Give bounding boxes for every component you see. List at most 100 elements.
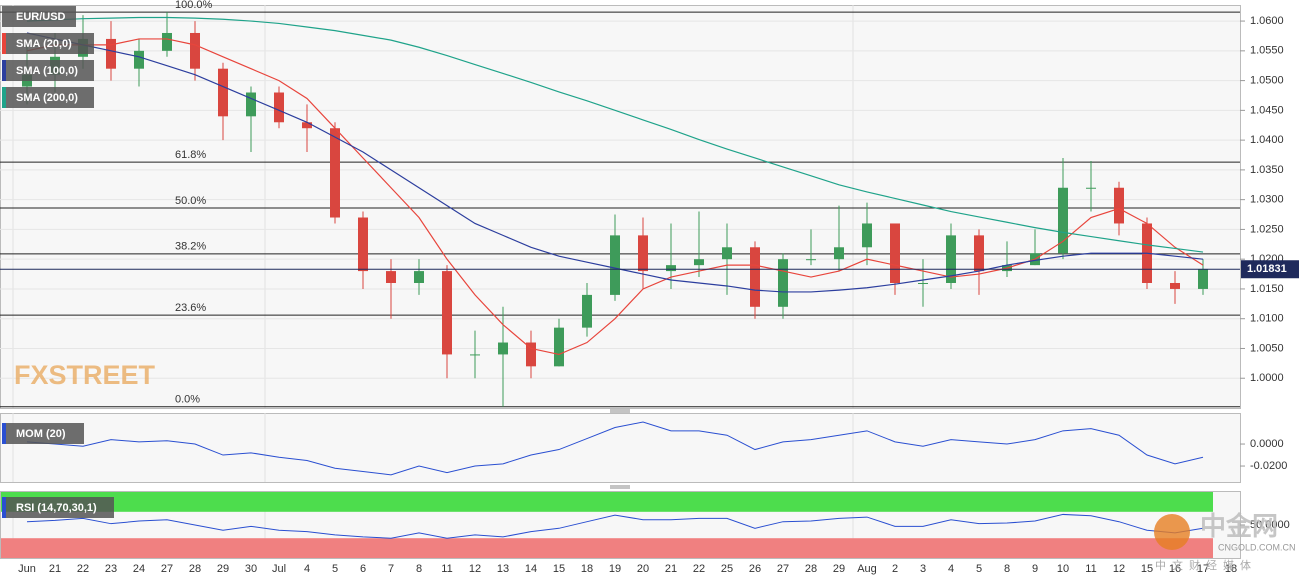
candle-body bbox=[918, 282, 928, 284]
y-tick-label: 1.0150 bbox=[1250, 283, 1284, 295]
candle-body bbox=[946, 235, 956, 283]
candle-body bbox=[582, 294, 592, 328]
x-tick-label: 17 bbox=[1197, 563, 1209, 575]
x-tick-label: Jul bbox=[272, 563, 286, 575]
x-tick-label: 21 bbox=[665, 563, 677, 575]
candle-body bbox=[162, 32, 172, 51]
legend-swatch bbox=[2, 497, 6, 518]
x-tick-label: 7 bbox=[388, 563, 394, 575]
last-price-label: 1.01831 bbox=[1247, 263, 1287, 275]
fib-label: 50.0% bbox=[175, 195, 206, 207]
series-line bbox=[26, 421, 1204, 476]
series-line bbox=[26, 16, 1204, 253]
x-tick-label: 18 bbox=[1225, 563, 1237, 575]
y-tick-label: 50.0000 bbox=[1250, 519, 1290, 531]
y-tick-label: 1.0050 bbox=[1250, 342, 1284, 354]
candle-body bbox=[554, 327, 564, 367]
candle-body bbox=[610, 235, 620, 295]
candle-body bbox=[1170, 282, 1180, 289]
y-tick-label: 1.0500 bbox=[1250, 75, 1284, 87]
x-tick-label: 25 bbox=[721, 563, 733, 575]
fib-label: 38.2% bbox=[175, 241, 206, 253]
candle-body bbox=[638, 235, 648, 272]
x-tick-label: 8 bbox=[1004, 563, 1010, 575]
legend-label: SMA (200,0) bbox=[16, 92, 78, 104]
legend-label: MOM (20) bbox=[16, 428, 66, 440]
y-tick-label: 1.0000 bbox=[1250, 372, 1284, 384]
x-tick-label: 21 bbox=[49, 563, 61, 575]
candle-body bbox=[1198, 269, 1208, 289]
candle-body bbox=[722, 247, 732, 260]
x-tick-label: 8 bbox=[416, 563, 422, 575]
legend-box bbox=[2, 6, 76, 27]
x-tick-label: 3 bbox=[920, 563, 926, 575]
x-tick-label: 13 bbox=[497, 563, 509, 575]
watermark: FXSTREET bbox=[14, 360, 156, 390]
candle-body bbox=[470, 354, 480, 356]
y-tick-label: 1.0250 bbox=[1250, 223, 1284, 235]
x-tick-label: 9 bbox=[1032, 563, 1038, 575]
x-tick-label: 5 bbox=[332, 563, 338, 575]
x-tick-label: 5 bbox=[976, 563, 982, 575]
legend-label: EUR/USD bbox=[16, 11, 66, 23]
candle-body bbox=[750, 247, 760, 307]
candle-body bbox=[358, 217, 368, 272]
candle-body bbox=[890, 223, 900, 283]
x-tick-label: 23 bbox=[105, 563, 117, 575]
candle-body bbox=[190, 32, 200, 69]
candle-body bbox=[302, 122, 312, 129]
x-tick-label: 27 bbox=[777, 563, 789, 575]
x-tick-label: 27 bbox=[161, 563, 173, 575]
legend-box bbox=[2, 423, 84, 444]
x-tick-label: 6 bbox=[360, 563, 366, 575]
candle-body bbox=[974, 235, 984, 272]
x-tick-label: 12 bbox=[469, 563, 481, 575]
y-tick-label: 0.0000 bbox=[1250, 438, 1284, 450]
x-tick-label: 16 bbox=[1169, 563, 1181, 575]
x-tick-label: 22 bbox=[693, 563, 705, 575]
x-tick-label: 22 bbox=[77, 563, 89, 575]
x-tick-label: 20 bbox=[637, 563, 649, 575]
legend-swatch bbox=[2, 423, 6, 444]
y-tick-label: 1.0550 bbox=[1250, 45, 1284, 57]
x-tick-label: 29 bbox=[833, 563, 845, 575]
x-tick-label: 26 bbox=[749, 563, 761, 575]
last-price-box bbox=[1241, 260, 1299, 279]
x-tick-label: 12 bbox=[1113, 563, 1125, 575]
x-tick-label: 15 bbox=[553, 563, 565, 575]
y-tick-label: 1.0100 bbox=[1250, 313, 1284, 325]
x-tick-label: 10 bbox=[1057, 563, 1069, 575]
candle-body bbox=[106, 38, 116, 69]
x-tick-label: Jun bbox=[18, 563, 36, 575]
candle-body bbox=[862, 223, 872, 248]
y-tick-label: 1.0350 bbox=[1250, 164, 1284, 176]
candle-body bbox=[694, 259, 704, 266]
legend-label: SMA (20,0) bbox=[16, 38, 72, 50]
candle-body bbox=[246, 92, 256, 117]
candle-body bbox=[778, 259, 788, 307]
watermark: 中文财经媒体 bbox=[1155, 558, 1257, 572]
candle-body bbox=[274, 92, 284, 123]
legend-label: SMA (100,0) bbox=[16, 65, 78, 77]
x-tick-label: 29 bbox=[217, 563, 229, 575]
fib-label: 0.0% bbox=[175, 394, 200, 406]
series-line bbox=[26, 32, 1204, 293]
fib-label: 23.6% bbox=[175, 302, 206, 314]
candle-body bbox=[1114, 187, 1124, 224]
candle-body bbox=[330, 128, 340, 218]
series-line bbox=[26, 513, 1204, 539]
candle-body bbox=[218, 68, 228, 117]
x-tick-label: 4 bbox=[304, 563, 310, 575]
price-panel bbox=[0, 5, 1241, 409]
mom-panel bbox=[0, 413, 1241, 483]
rsi-zone bbox=[1, 538, 1213, 558]
logo bbox=[1154, 514, 1190, 550]
candle-body bbox=[834, 247, 844, 260]
legend-swatch bbox=[2, 33, 6, 54]
candle-body bbox=[134, 50, 144, 69]
candle-body bbox=[386, 271, 396, 283]
fib-label: 100.0% bbox=[175, 0, 213, 11]
series-line bbox=[26, 38, 1204, 356]
x-tick-label: 4 bbox=[948, 563, 954, 575]
legend-box bbox=[2, 87, 94, 108]
